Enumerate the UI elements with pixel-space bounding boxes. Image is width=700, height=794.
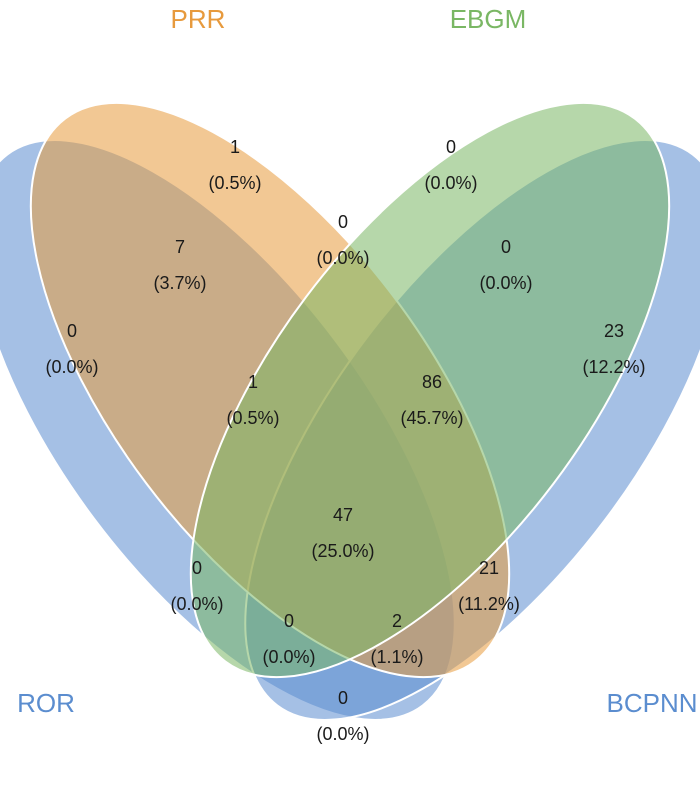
region-count: 1 — [230, 137, 240, 157]
region-ror-prr-bcpnn: 2 (1.1%) — [370, 611, 423, 667]
region-count: 1 — [248, 372, 258, 392]
region-all-four: 47 (25.0%) — [311, 505, 374, 561]
region-count: 23 — [604, 321, 624, 341]
region-prr-bcpnn: 21 (11.2%) — [458, 558, 520, 614]
region-percent: (0.0%) — [316, 724, 369, 744]
region-ebgm-bcpnn: 0 (0.0%) — [479, 237, 532, 293]
region-percent: (45.7%) — [400, 408, 463, 428]
region-count: 0 — [446, 137, 456, 157]
region-ror-bcpnn: 0 (0.0%) — [316, 688, 369, 744]
bcpnn-label: BCPNN — [606, 688, 697, 718]
region-ror-only: 0 (0.0%) — [45, 321, 98, 377]
region-count: 86 — [422, 372, 442, 392]
region-percent: (11.2%) — [458, 594, 520, 614]
region-percent: (0.0%) — [45, 357, 98, 377]
region-percent: (0.5%) — [208, 173, 261, 193]
region-percent: (12.2%) — [582, 357, 645, 377]
region-percent: (1.1%) — [370, 647, 423, 667]
region-percent: (0.5%) — [226, 408, 279, 428]
region-percent: (0.0%) — [479, 273, 532, 293]
region-prr-only: 1 (0.5%) — [208, 137, 261, 193]
region-ror-prr-ebgm: 1 (0.5%) — [226, 372, 279, 428]
region-percent: (0.0%) — [316, 248, 369, 268]
region-count: 0 — [501, 237, 511, 257]
region-count: 7 — [175, 237, 185, 257]
region-ebgm-only: 0 (0.0%) — [424, 137, 477, 193]
region-ror-ebgm-bcpnn: 0 (0.0%) — [262, 611, 315, 667]
region-count: 0 — [338, 212, 348, 232]
ror-label: ROR — [17, 688, 75, 718]
region-count: 0 — [284, 611, 294, 631]
region-count: 21 — [479, 558, 499, 578]
ebgm-ellipse — [189, 101, 671, 679]
ebgm-label: EBGM — [450, 4, 527, 34]
region-ror-ebgm: 0 (0.0%) — [170, 558, 223, 614]
region-percent: (0.0%) — [262, 647, 315, 667]
region-percent: (3.7%) — [153, 273, 206, 293]
region-bcpnn-only: 23 (12.2%) — [582, 321, 645, 377]
region-count: 0 — [192, 558, 202, 578]
region-prr-ebgm-bcpnn: 86 (45.7%) — [400, 372, 463, 428]
region-count: 0 — [67, 321, 77, 341]
region-percent: (0.0%) — [170, 594, 223, 614]
region-percent: (0.0%) — [424, 173, 477, 193]
region-count: 47 — [333, 505, 353, 525]
region-count: 2 — [392, 611, 402, 631]
region-count: 0 — [338, 688, 348, 708]
region-prr-ebgm: 0 (0.0%) — [316, 212, 369, 268]
region-percent: (25.0%) — [311, 541, 374, 561]
region-ror-prr: 7 (3.7%) — [153, 237, 206, 293]
prr-label: PRR — [171, 4, 226, 34]
